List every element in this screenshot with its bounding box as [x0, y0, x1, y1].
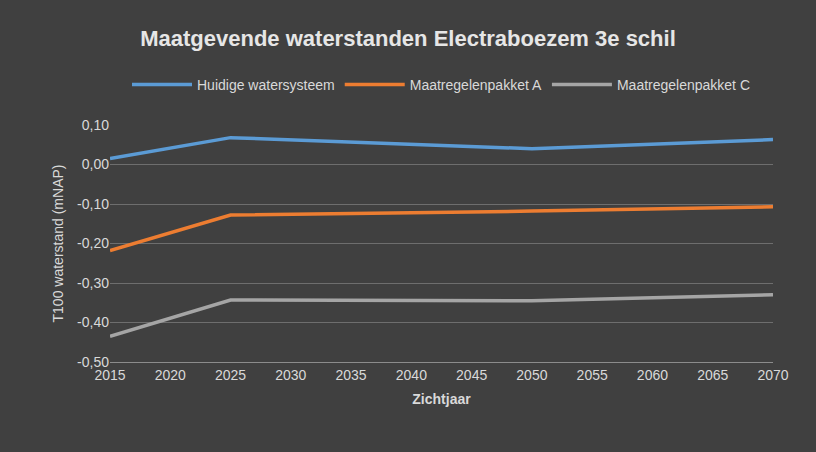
svg-text:Huidige watersysteem: Huidige watersysteem — [197, 77, 335, 93]
svg-text:Maatgevende waterstanden Elect: Maatgevende waterstanden Electraboezem 3… — [140, 26, 676, 51]
svg-text:-0,20: -0,20 — [77, 235, 109, 251]
svg-text:T100 waterstand (mNAP): T100 waterstand (mNAP) — [50, 165, 66, 323]
svg-text:2035: 2035 — [336, 367, 367, 383]
svg-text:Maatregelenpakket A: Maatregelenpakket A — [410, 77, 542, 93]
svg-text:2030: 2030 — [275, 367, 306, 383]
svg-text:-0,40: -0,40 — [77, 314, 109, 330]
svg-text:0,10: 0,10 — [82, 117, 109, 133]
svg-text:2060: 2060 — [637, 367, 668, 383]
svg-text:2045: 2045 — [456, 367, 487, 383]
svg-text:-0,10: -0,10 — [77, 196, 109, 212]
svg-text:-0,30: -0,30 — [77, 275, 109, 291]
svg-text:Maatregelenpakket C: Maatregelenpakket C — [617, 77, 750, 93]
svg-text:2070: 2070 — [757, 367, 788, 383]
svg-text:2040: 2040 — [396, 367, 427, 383]
svg-text:2065: 2065 — [697, 367, 728, 383]
svg-text:2055: 2055 — [577, 367, 608, 383]
svg-text:Zichtjaar: Zichtjaar — [412, 391, 471, 407]
svg-text:2020: 2020 — [155, 367, 186, 383]
svg-text:2015: 2015 — [94, 367, 125, 383]
svg-text:-0,50: -0,50 — [77, 354, 109, 370]
svg-text:2050: 2050 — [516, 367, 547, 383]
svg-text:0,00: 0,00 — [82, 156, 109, 172]
svg-text:2025: 2025 — [215, 367, 246, 383]
